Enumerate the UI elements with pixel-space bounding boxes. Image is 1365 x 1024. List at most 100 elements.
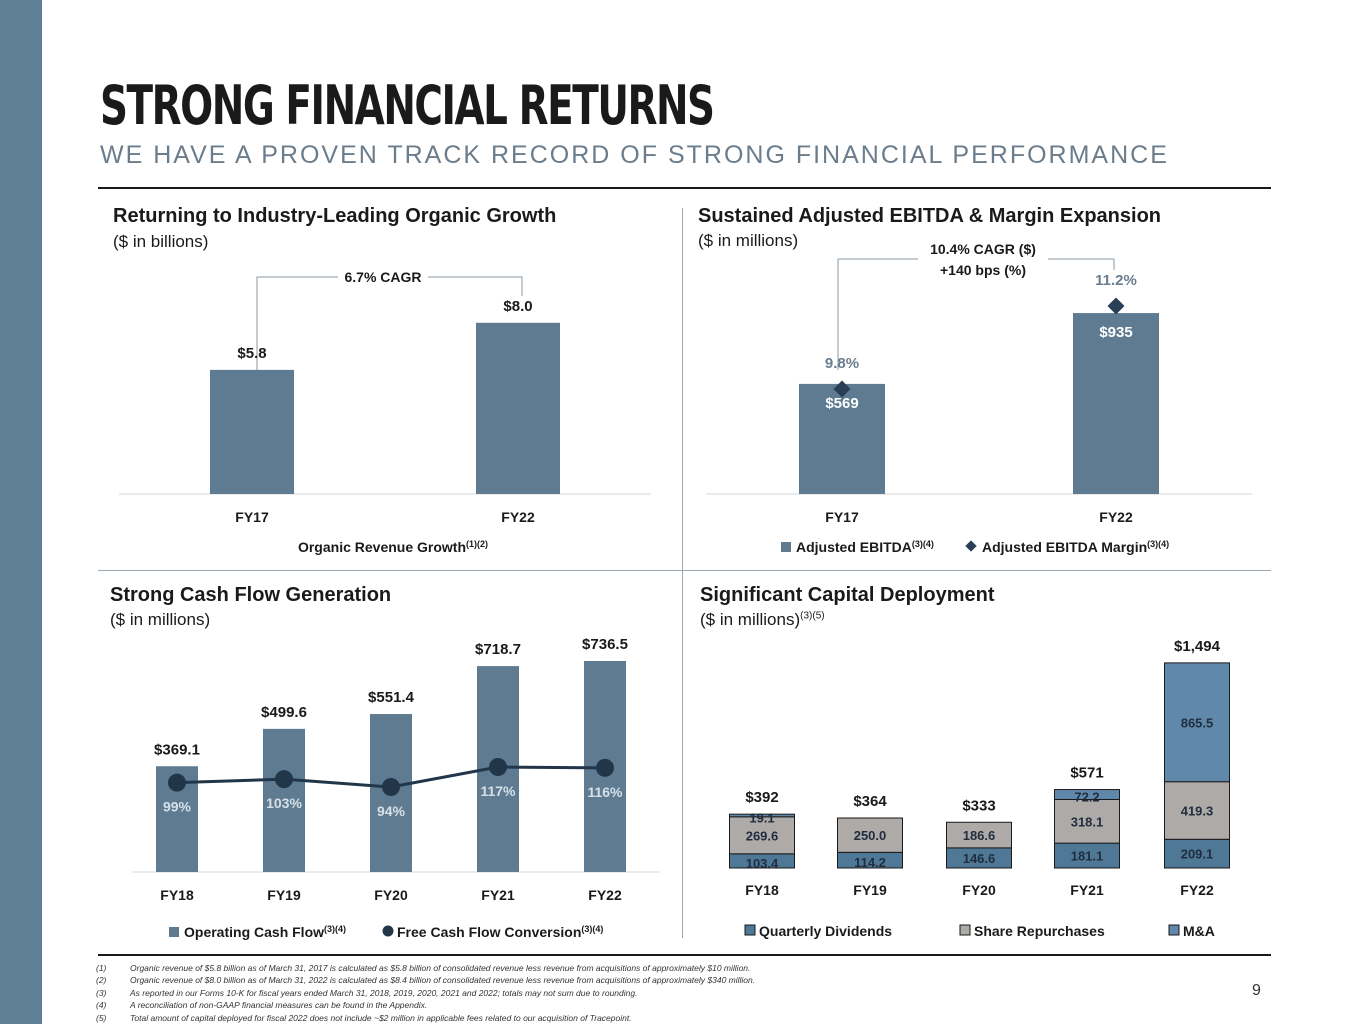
organic-tick-label: FY22 [501, 509, 535, 525]
footnote-number: (5) [96, 1012, 107, 1023]
cash-fcf-label: 99% [163, 799, 192, 815]
organic-bar [210, 369, 294, 494]
cash-tick-label: FY19 [267, 887, 301, 903]
ebitda-panel-unit: ($ in millions) [698, 231, 799, 250]
side-band [0, 0, 42, 1024]
capital-total-label: $364 [853, 793, 887, 810]
cash-value-label: $499.6 [261, 704, 307, 721]
organic-value-label: $8.0 [503, 298, 532, 315]
horizontal-divider [98, 570, 1271, 571]
ebitda-margin-marker [1107, 297, 1125, 315]
capital-repurchases-segment [729, 816, 795, 855]
cash-legend-line: Free Cash Flow Conversion(3)(4) [397, 924, 603, 940]
footnote: (5) Total amount of capital deployed for … [96, 1012, 755, 1024]
footnote-number: (1) [96, 963, 107, 973]
footnote: (1) Organic revenue of $5.8 billion as of… [96, 962, 755, 974]
cash-fcf-point [382, 778, 400, 796]
capital-tick-label: FY19 [853, 882, 887, 898]
capital-repurchases-label: 419.3 [1181, 804, 1214, 819]
cash-fcf-point [168, 773, 186, 792]
capital-repurchases-label: 318.1 [1071, 814, 1104, 829]
organic-bar [476, 322, 560, 494]
organic-panel-title: Returning to Industry-Leading Organic Gr… [113, 205, 557, 227]
cash-fcf-point [489, 758, 507, 776]
footnote-number: (3) [96, 987, 107, 998]
ebitda-margin-label: 11.2% [1095, 272, 1137, 289]
capital-repurchases-label: 269.6 [746, 828, 779, 843]
capital-total-label: $571 [1070, 765, 1103, 782]
capital-dividends-label: 181.1 [1071, 849, 1104, 864]
footnote-text: As reported in our Forms 10-K for fiscal… [130, 987, 638, 998]
capital-mna-segment [1054, 789, 1120, 800]
cash-legend-bar-swatch [169, 927, 179, 937]
capital-legend-swatch [744, 924, 756, 936]
page-number: 9 [1252, 982, 1261, 999]
capital-total-label: $1,494 [1174, 638, 1221, 655]
bottom-rule [98, 954, 1271, 956]
footnote-text: Organic revenue of $8.0 billion as of Ma… [130, 975, 756, 986]
capital-repurchases-segment [837, 817, 903, 853]
cash-tick-label: FY18 [160, 887, 194, 903]
footnote-number: (2) [96, 975, 107, 986]
cash-tick-label: FY21 [481, 887, 515, 903]
capital-repurchases-segment [946, 821, 1012, 849]
organic-legend: Organic Revenue Growth(1)(2) [298, 539, 488, 555]
ebitda-panel-title: Sustained Adjusted EBITDA & Margin Expan… [698, 205, 1162, 227]
page-subtitle: WE HAVE A PROVEN TRACK RECORD OF STRONG … [100, 141, 1169, 169]
footnote-text: Organic revenue of $5.8 billion as of Ma… [130, 963, 751, 973]
capital-tick-label: FY18 [745, 882, 779, 898]
ebitda-legend-bar-swatch [781, 542, 791, 552]
footnote: (3) As reported in our Forms 10-K for fis… [96, 987, 755, 999]
cash-legend-bar: Operating Cash Flow(3)(4) [184, 924, 346, 940]
ebitda-tick-label: FY22 [1099, 509, 1133, 525]
capital-total-label: $333 [962, 797, 995, 814]
footnote: (4) A reconciliation of non-GAAP financia… [96, 999, 755, 1011]
chart-marks: $5.8 FY17 $8.0 FY22 $569 FY17 $935 FY22 9.8% 11.2… [119, 272, 1252, 939]
ebitda-cagr-bracket-left [837, 258, 918, 370]
capital-mna-segment [729, 813, 795, 818]
capital-tick-label: FY22 [1180, 882, 1214, 898]
capital-tick-label: FY20 [962, 882, 996, 898]
cash-legend-line-swatch [382, 925, 394, 937]
ebitda-bar [1073, 313, 1159, 494]
ebitda-legend-bar: Adjusted EBITDA(3)(4) [796, 539, 934, 555]
footnotes: (1) Organic revenue of $5.8 billion as of… [96, 962, 755, 1024]
capital-dividends-segment [1054, 842, 1120, 869]
footnote: (2) Organic revenue of $8.0 billion as of… [96, 974, 755, 986]
cash-tick-label: FY22 [588, 887, 622, 903]
vertical-divider [682, 208, 683, 938]
cash-fcf-point [275, 770, 293, 789]
capital-dividends-label: 146.6 [963, 851, 996, 866]
capital-total-label: $392 [745, 789, 778, 806]
ebitda-bar [799, 383, 885, 494]
ebitda-bar-label: $569 [825, 395, 858, 412]
capital-legend-swatch [959, 924, 971, 936]
ebitda-margin-marker [833, 380, 851, 398]
capital-repurchases-label: 250.0 [854, 828, 887, 843]
organic-panel-unit: ($ in billions) [113, 232, 209, 251]
ebitda-margin-label: 9.8% [825, 355, 859, 372]
organic-cagr-bracket-left [256, 276, 338, 370]
cash-value-label: $718.7 [475, 641, 521, 658]
cash-panel-title: Strong Cash Flow Generation [110, 584, 392, 606]
cash-value-label: $369.1 [154, 741, 200, 758]
cash-tick-label: FY20 [374, 887, 408, 903]
ebitda-cagr-line2: +140 bps (%) [940, 262, 1026, 278]
capital-dividends-label: 209.1 [1181, 847, 1214, 862]
organic-tick-label: FY17 [235, 509, 269, 525]
capital-legend-label: M&A [1183, 923, 1215, 939]
ebitda-tick-label: FY17 [825, 509, 859, 525]
footnote-number: (4) [96, 1000, 107, 1011]
ebitda-legend-marker: Adjusted EBITDA Margin(3)(4) [982, 539, 1169, 555]
footnote-text: A reconciliation of non-GAAP financial m… [130, 1000, 428, 1011]
page-title: STRONG FINANCIAL RETURNS [100, 74, 715, 137]
organic-cagr-label: 6.7% CAGR [344, 269, 421, 285]
capital-panel-title: Significant Capital Deployment [700, 584, 995, 606]
capital-dividends-segment [1164, 838, 1230, 869]
capital-mna-segment [1164, 662, 1230, 783]
capital-tick-label: FY21 [1070, 882, 1104, 898]
capital-legend-swatch [1168, 924, 1180, 936]
capital-repurchases-label: 186.6 [963, 828, 996, 843]
capital-legend-label: Quarterly Dividends [759, 923, 892, 939]
